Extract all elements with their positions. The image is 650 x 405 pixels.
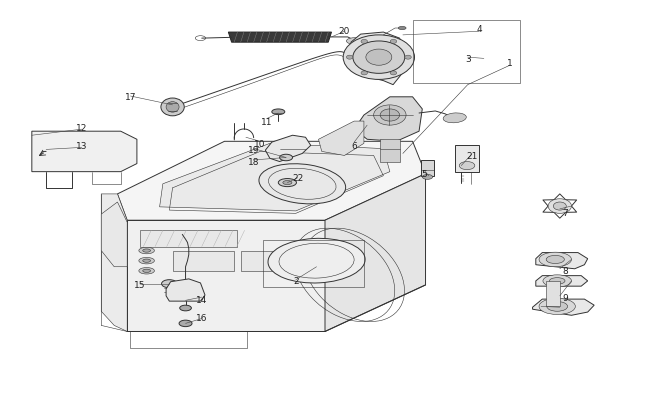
Ellipse shape [280, 155, 292, 161]
Ellipse shape [139, 248, 155, 254]
Ellipse shape [361, 72, 367, 76]
Ellipse shape [346, 38, 362, 45]
Polygon shape [325, 174, 426, 332]
Ellipse shape [346, 56, 353, 60]
Ellipse shape [179, 320, 192, 327]
Ellipse shape [460, 162, 475, 170]
Bar [455, 146, 479, 172]
Polygon shape [351, 33, 406, 85]
Text: 13: 13 [76, 141, 88, 151]
Ellipse shape [343, 36, 415, 80]
Ellipse shape [166, 102, 179, 113]
Polygon shape [140, 231, 237, 247]
Ellipse shape [539, 253, 571, 267]
Text: 3: 3 [465, 55, 471, 64]
Ellipse shape [283, 181, 292, 185]
Polygon shape [101, 194, 127, 332]
Polygon shape [536, 253, 588, 269]
Ellipse shape [443, 114, 466, 124]
Text: 7: 7 [562, 208, 568, 217]
Ellipse shape [268, 239, 365, 283]
Polygon shape [228, 33, 332, 43]
Polygon shape [32, 132, 137, 172]
Text: 12: 12 [76, 124, 88, 132]
Ellipse shape [143, 249, 151, 253]
Polygon shape [532, 299, 594, 315]
Bar [173, 251, 234, 271]
Text: 14: 14 [196, 295, 207, 304]
Ellipse shape [143, 269, 151, 273]
Text: 22: 22 [292, 174, 304, 183]
Text: 6: 6 [351, 141, 357, 151]
Ellipse shape [422, 175, 433, 180]
Polygon shape [127, 221, 325, 332]
Text: 18: 18 [248, 158, 259, 166]
Ellipse shape [547, 302, 567, 311]
Text: 2: 2 [293, 277, 298, 286]
Ellipse shape [398, 27, 406, 30]
Polygon shape [265, 136, 311, 162]
Bar [545, 281, 560, 307]
Ellipse shape [374, 106, 406, 126]
Ellipse shape [162, 280, 177, 288]
Ellipse shape [553, 202, 566, 211]
Bar [240, 251, 302, 271]
Ellipse shape [139, 258, 155, 264]
Text: 9: 9 [562, 293, 568, 302]
Text: 17: 17 [125, 93, 136, 102]
Ellipse shape [278, 179, 296, 187]
Text: 15: 15 [135, 281, 146, 290]
Ellipse shape [380, 62, 393, 67]
Polygon shape [318, 122, 364, 156]
Text: 20: 20 [339, 26, 350, 36]
Bar [421, 160, 434, 176]
Polygon shape [118, 142, 426, 221]
Ellipse shape [161, 99, 184, 117]
Bar [380, 140, 400, 162]
Polygon shape [101, 202, 127, 267]
Text: 8: 8 [562, 266, 568, 276]
Ellipse shape [405, 56, 411, 60]
Polygon shape [354, 98, 422, 142]
Text: 5: 5 [421, 170, 427, 179]
Ellipse shape [546, 256, 564, 264]
Text: 16: 16 [196, 313, 207, 322]
Ellipse shape [143, 260, 151, 262]
Ellipse shape [353, 42, 405, 74]
Ellipse shape [366, 50, 392, 66]
Polygon shape [160, 144, 390, 211]
Ellipse shape [549, 278, 565, 284]
Ellipse shape [361, 40, 367, 44]
Ellipse shape [539, 298, 575, 315]
Ellipse shape [543, 275, 571, 287]
Polygon shape [536, 276, 588, 286]
Text: 4: 4 [476, 24, 482, 34]
Text: 11: 11 [261, 117, 272, 126]
Ellipse shape [139, 268, 155, 274]
Text: 19: 19 [248, 145, 259, 155]
Text: 10: 10 [254, 139, 266, 149]
Ellipse shape [179, 305, 191, 311]
Text: 1: 1 [507, 59, 513, 68]
Ellipse shape [548, 199, 571, 214]
Text: 21: 21 [466, 151, 477, 160]
Ellipse shape [380, 110, 400, 122]
Ellipse shape [390, 72, 396, 76]
Ellipse shape [390, 40, 396, 44]
Polygon shape [166, 279, 205, 301]
Bar [413, 21, 519, 83]
Ellipse shape [259, 164, 346, 205]
Bar [263, 241, 364, 287]
Ellipse shape [272, 110, 285, 115]
